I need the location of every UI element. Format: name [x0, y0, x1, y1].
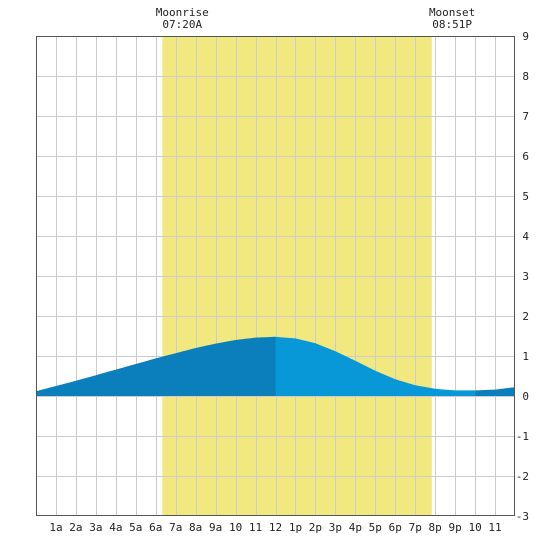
x-tick-label: 11 — [249, 521, 262, 534]
x-tick-label: 4a — [109, 521, 122, 534]
x-tick-label: 5a — [129, 521, 142, 534]
y-tick-label: 8 — [522, 70, 529, 83]
y-tick-label: 5 — [522, 190, 529, 203]
moonrise-label: Moonrise — [156, 6, 209, 19]
grid-lines — [36, 36, 515, 516]
tide-segment — [275, 336, 476, 396]
moonset-time: 08:51P — [432, 18, 472, 31]
x-tick-label: 8p — [429, 521, 442, 534]
y-tick-label: 7 — [522, 110, 529, 123]
y-axis-labels: 9 8 7 6 5 4 3 2 1 0 -1 -2 -3 — [516, 30, 530, 523]
x-tick-label: 7p — [409, 521, 422, 534]
x-tick-label: 10 — [229, 521, 242, 534]
x-tick-label: 9p — [449, 521, 462, 534]
y-tick-label: 0 — [522, 390, 529, 403]
x-axis-labels: 1a 2a 3a 4a 5a 6a 7a 8a 9a 10 11 12 1p 2p 3p 4p 5p 6p 7p 8p… — [49, 521, 501, 534]
x-tick-label: 1p — [289, 521, 302, 534]
x-tick-label: 3a — [89, 521, 102, 534]
tide-segment — [475, 387, 515, 396]
tide-area — [36, 336, 515, 396]
y-tick-label: 6 — [522, 150, 529, 163]
x-tick-label: 6p — [389, 521, 402, 534]
y-tick-label: -2 — [516, 470, 529, 483]
y-tick-label: 9 — [522, 30, 529, 43]
x-tick-label: 4p — [349, 521, 362, 534]
y-tick-label: 1 — [522, 350, 529, 363]
x-tick-label: 5p — [369, 521, 382, 534]
y-tick-label: 4 — [522, 230, 529, 243]
x-tick-label: 2p — [309, 521, 322, 534]
x-tick-label: 12 — [269, 521, 282, 534]
x-tick-label: 1a — [49, 521, 62, 534]
y-tick-label: -3 — [516, 510, 529, 523]
tide-segment — [36, 336, 276, 396]
plot-frame — [36, 36, 515, 516]
moonset-label: Moonset — [429, 6, 475, 19]
x-tick-label: 8a — [189, 521, 202, 534]
x-tick-label: 3p — [329, 521, 342, 534]
x-tick-label: 7a — [169, 521, 182, 534]
x-tick-label: 11 — [488, 521, 501, 534]
y-tick-label: 3 — [522, 270, 529, 283]
x-tick-label: 6a — [149, 521, 162, 534]
x-tick-label: 9a — [209, 521, 222, 534]
x-tick-label: 10 — [468, 521, 481, 534]
y-tick-label: 2 — [522, 310, 529, 323]
x-tick-label: 2a — [69, 521, 82, 534]
y-tick-label: -1 — [516, 430, 529, 443]
moonrise-time: 07:20A — [162, 18, 202, 31]
